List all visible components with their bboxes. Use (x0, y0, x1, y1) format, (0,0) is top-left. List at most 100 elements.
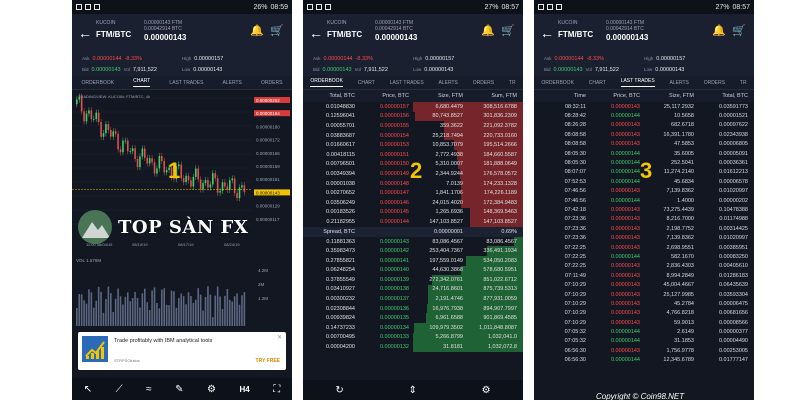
bid-row[interactable]: 0.00939824 0.00000135 6,961.6588 901,869.45… (303, 313, 523, 324)
cart-icon[interactable]: 🛒 (501, 25, 515, 37)
total-cell: 0.00300232 (325, 296, 355, 303)
bid-row[interactable]: 0.35983473 0.00000142 253,404.7367 336,491.… (303, 246, 523, 256)
trade-row[interactable]: 07:22:25 0.00000143 2,698.9551 0.00385951 (534, 243, 754, 252)
bid-row[interactable]: 0.06248254 0.00000140 44,630.3868 578,680.5… (303, 265, 523, 276)
ruler-icon[interactable]: ⟋ (115, 383, 123, 395)
tab-alerts[interactable]: ALERTS (669, 79, 689, 86)
gear-icon[interactable]: ⚙ (207, 383, 216, 395)
trade-row[interactable]: 07:23:36 0.00000143 8,216.7000 0.01174988 (534, 215, 754, 224)
ask-row[interactable]: 0.00183526 0.00000145 1,265.6936 148,369.54… (303, 207, 523, 218)
trade-row[interactable]: 08:32:11 0.00000143 25,117.2932 0.03591773 (534, 102, 754, 111)
bid-row[interactable]: 0.37855549 0.00000139 272,342.0761 851,022.… (303, 275, 523, 285)
trade-row[interactable]: 07:22:25 0.00000144 582.1670 0.00083250 (534, 252, 754, 261)
tab-alerts[interactable]: ALERTS (222, 79, 242, 86)
close-icon[interactable]: ✕ (276, 335, 282, 341)
ask-row[interactable]: 0.00418115 0.00000151 2,772.4938 184,660.55… (303, 149, 523, 160)
ask-row[interactable]: 0.00001038 0.00000148 7.0139 174,233.1328 (303, 178, 523, 189)
trade-row[interactable]: 08:05:30 0.00000144 35.6005 0.00005091 (534, 149, 754, 158)
tab-orderbook[interactable]: ORDERBOOK (310, 78, 343, 87)
tab-orders[interactable]: ORDERS (703, 79, 726, 86)
tab-trade[interactable]: TR (739, 79, 747, 86)
bid-row[interactable]: 0.00004200 0.00000132 31.8181 1,032,072.8 (303, 342, 523, 352)
tab-chart[interactable]: CHART (588, 79, 606, 86)
bid-row[interactable]: 0.14737233 0.00000134 109,979.3502 1,011,84… (303, 323, 523, 333)
ad-banner[interactable]: Trade profitably with IBM analytical too… (78, 332, 286, 370)
tab-last-trades[interactable]: LAST TRADES (620, 78, 655, 87)
trade-row[interactable]: 08:07:07 0.00000144 11,274.2140 0.01612213 (534, 168, 754, 177)
ask-row[interactable]: 0.01660617 0.00000153 10,853.7079 195,514.2… (303, 140, 523, 150)
trade-row[interactable]: 07:23:36 0.00000143 7,139.8362 0.01020997 (534, 233, 754, 242)
cart-icon[interactable]: 🛒 (732, 25, 746, 37)
ask-row[interactable]: 0.03506249 0.00000146 24,015.4020 172,384.9… (303, 197, 523, 208)
trade-row[interactable]: 07:10:29 0.00000143 45.2784 0.00006475 (534, 299, 754, 308)
trade-row[interactable]: 07:11:49 0.00000143 8,994.2849 0.01286183 (534, 271, 754, 280)
trade-row[interactable]: 07:05:32 0.00000144 2.6149 0.00000377 (534, 327, 754, 336)
bell-icon[interactable]: 🔔 (481, 25, 495, 37)
trade-row[interactable]: 07:52:53 0.00000144 45.6834 0.00006578 (534, 177, 754, 186)
indicator-icon[interactable]: ≈ (146, 383, 152, 395)
ask-row[interactable]: 0.00796501 0.00000150 5,310.0007 181,888.06… (303, 159, 523, 170)
ask-row[interactable]: 0.12596041 0.00000156 80,743.8527 301,836.2… (303, 111, 523, 122)
trade-row[interactable]: 07:05:32 0.00000144 31.1853 0.00004490 (534, 337, 754, 346)
trade-row[interactable]: 07:23:36 0.00000143 2,198.7752 0.00314425 (534, 224, 754, 233)
price-tick-label: 0.00000166 (256, 151, 280, 156)
tab-last-trades[interactable]: LAST TRADES (389, 79, 424, 86)
tab-orderbook[interactable]: ORDERBOOK (81, 79, 115, 86)
trade-row[interactable]: 07:10:29 0.00000143 25,127.9985 0.03593304 (534, 290, 754, 299)
trade-row[interactable]: 07:10:29 0.00000143 45,004.4667 0.06435639 (534, 280, 754, 289)
bell-icon[interactable]: 🔔 (712, 25, 726, 37)
trade-row[interactable]: 08:28:42 0.00000144 10.5658 0.00001521 (534, 111, 754, 120)
ask-row[interactable]: 0.21182955 0.00000144 147,103.8527 147,103.… (303, 217, 523, 227)
trade-row[interactable]: 07:42:18 0.00000143 73,275.4439 0.10478388 (534, 205, 754, 214)
price-chart[interactable]: TRADINGVIEW: KUCOIN: FTM/BTC, 4h 0.00000… (72, 90, 292, 330)
group-icon[interactable]: ⇕ (408, 384, 417, 396)
crosshair-icon[interactable]: ↖ (83, 383, 93, 395)
volume-label: VOL 1.576M (76, 258, 101, 263)
back-arrow-icon[interactable]: ← (309, 25, 323, 41)
tab-chart[interactable]: CHART (133, 78, 151, 87)
ask-row[interactable]: 0.00349394 0.00000149 2,344.9244 176,578.05… (303, 169, 523, 179)
candlestick-chart[interactable]: 0.00000202 0.00000194 0.00000180 0.00000172… (72, 90, 292, 330)
gear-icon[interactable]: ⚙ (481, 384, 491, 396)
back-arrow-icon[interactable]: ← (540, 25, 554, 41)
candle-body (207, 180, 209, 188)
bid-row[interactable]: 0.27855821 0.00000141 197,559.0149 534,050.… (303, 255, 523, 266)
trade-row[interactable]: 08:26:28 0.00000143 682.6718 0.00097622 (534, 121, 754, 130)
trade-row[interactable]: 06:56:30 0.00000143 1,756.9778 0.00253005 (534, 346, 754, 355)
bid-row[interactable]: 0.03410927 0.00000138 24,716.8601 875,739.5… (303, 284, 523, 295)
ad-try-free-button[interactable]: TRY FREE (255, 358, 280, 364)
trade-row[interactable]: 08:08:58 0.00000143 16,391.1780 0.02343938 (534, 130, 754, 139)
ask-row[interactable]: 0.00270652 0.00000147 1,841.1706 174,226.11… (303, 188, 523, 198)
trade-row[interactable]: 07:10:29 0.00000143 59.9013 0.00008566 (534, 318, 754, 327)
trade-row[interactable]: 06:56:30 0.00000144 12,345.6789 0.01777147 (534, 356, 754, 365)
tab-orders[interactable]: ORDERS (472, 79, 495, 86)
bid-row[interactable]: 0.00700495 0.00000133 5,266.8799 1,032,041.… (303, 332, 523, 343)
bid-row[interactable]: 0.11881363 0.00000143 83,086.4567 83,086.45… (303, 236, 523, 247)
tab-last-trades[interactable]: LAST TRADES (169, 79, 204, 86)
size-cell: 31.8181 (443, 344, 463, 351)
fullscreen-icon[interactable]: ⛶ (273, 383, 281, 395)
ask-row[interactable]: 0.03883687 0.00000154 25,218.7494 220,733.0… (303, 130, 523, 141)
tab-alerts[interactable]: ALERTS (438, 79, 458, 86)
size-cell: 252.5041 (671, 160, 694, 167)
pencil-icon[interactable]: ✎ (175, 383, 184, 395)
timeframe-button[interactable]: H4 (239, 384, 250, 394)
trade-row[interactable]: 08:08:58 0.00000143 47.5853 0.00006805 (534, 140, 754, 149)
tab-orders[interactable]: ORDERS (261, 79, 283, 86)
cart-icon[interactable]: 🛒 (270, 25, 284, 37)
trade-row[interactable]: 07:22:25 0.00000143 2,836.4303 0.00405610 (534, 262, 754, 271)
bid-row[interactable]: 0.00300232 0.00000137 2,191.4746 877,931.00… (303, 294, 523, 304)
trade-row[interactable]: 07:46:56 0.00000144 1.4000 0.00000202 (534, 196, 754, 205)
trade-row[interactable]: 07:10:29 0.00000143 4,766.8218 0.00681656 (534, 309, 754, 318)
ask-row[interactable]: 0.00055701 0.00000155 359.3622 221,092.3782 (303, 121, 523, 131)
bell-icon[interactable]: 🔔 (250, 25, 264, 37)
tab-trade[interactable]: TR (508, 79, 516, 86)
tab-orderbook[interactable]: ORDERBOOK (541, 79, 574, 86)
bid-row[interactable]: 0.02308844 0.00000136 16,976.7938 894,907.7… (303, 303, 523, 314)
tab-chart[interactable]: CHART (357, 79, 375, 86)
ask-row[interactable]: 0.01048830 0.00000157 6,680.4479 308,516.67… (303, 102, 523, 112)
trade-row[interactable]: 07:46:56 0.00000143 7,139.8362 0.01020997 (534, 187, 754, 196)
trade-row[interactable]: 08:05:30 0.00000144 252.5041 0.00036361 (534, 158, 754, 167)
back-arrow-icon[interactable]: ← (78, 25, 92, 41)
refresh-icon[interactable]: ↻ (335, 384, 344, 396)
